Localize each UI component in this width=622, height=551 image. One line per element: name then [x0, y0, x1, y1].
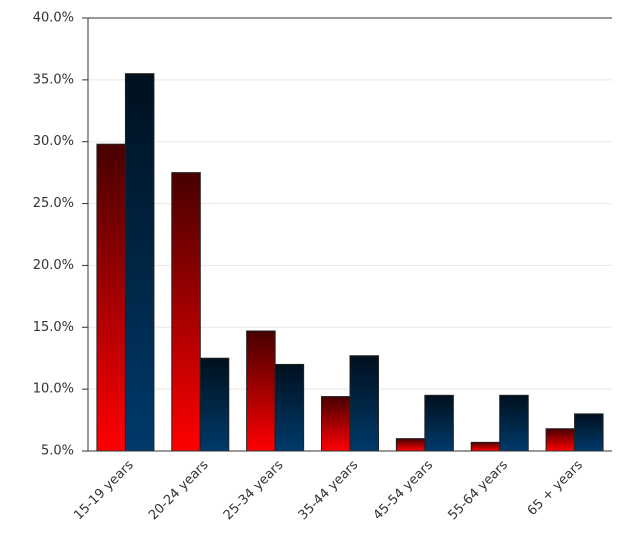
- y-tick-label: 20.0%: [33, 258, 74, 273]
- y-tick-label: 5.0%: [41, 444, 74, 459]
- bar: [545, 428, 576, 452]
- bar: [574, 413, 604, 452]
- bar: [321, 396, 351, 452]
- bar: [246, 330, 276, 452]
- bar: [470, 441, 501, 452]
- bar: [274, 363, 305, 452]
- bar: [499, 394, 529, 452]
- y-tick-label: 30.0%: [33, 134, 74, 149]
- x-tick-label: 25-34 years: [221, 458, 287, 524]
- y-tick-label: 35.0%: [33, 72, 74, 87]
- bar: [171, 172, 201, 452]
- bar: [199, 357, 230, 452]
- bar: [349, 355, 379, 452]
- x-tick-label: 15-19 years: [71, 458, 137, 524]
- bar: [96, 143, 126, 452]
- x-tick-label: 55-64 years: [445, 458, 511, 524]
- y-tick-label: 15.0%: [33, 320, 74, 335]
- bar: [124, 73, 155, 452]
- x-tick-label: 65 + years: [525, 458, 586, 519]
- bar: [395, 438, 426, 452]
- y-tick-label: 25.0%: [33, 196, 74, 211]
- x-tick-label: 20-24 years: [146, 458, 212, 524]
- bar: [424, 394, 454, 452]
- x-tick-label: 35-44 years: [296, 458, 362, 524]
- y-tick-label: 40.0%: [33, 11, 74, 26]
- x-tick-label: 45-54 years: [371, 458, 437, 524]
- y-tick-label: 10.0%: [33, 382, 74, 397]
